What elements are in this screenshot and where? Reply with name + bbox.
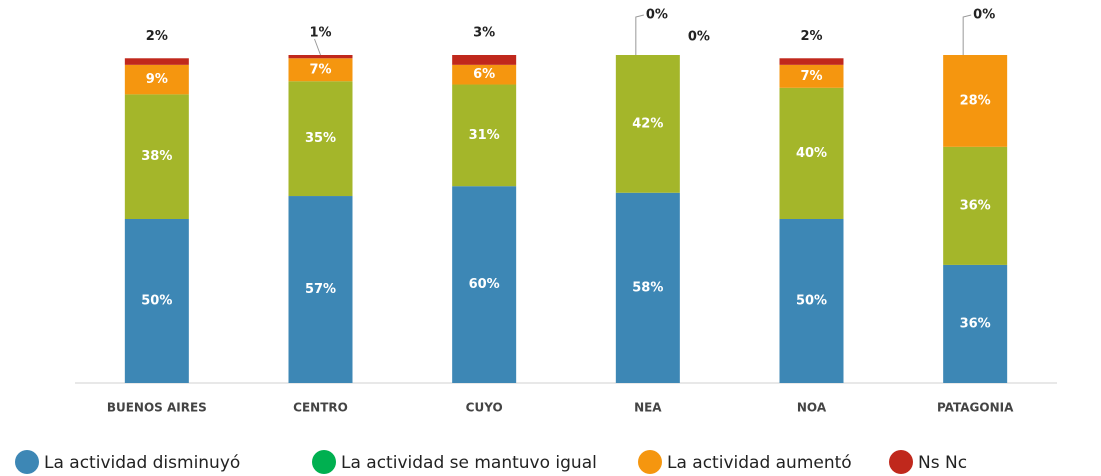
bar-segment [452,84,517,187]
bar-segment [124,94,189,219]
legend-label: La actividad se mantuvo igual [341,453,597,473]
x-tick-label: PATAGONIA [937,401,1014,415]
data-label: 58% [632,280,663,295]
data-label: 9% [146,72,168,87]
bar-segment [452,64,517,85]
bar-segment [124,219,189,383]
bar-segment [124,64,189,95]
data-label: 36% [960,198,991,213]
data-label: 0% [646,8,668,23]
data-label: 2% [146,29,168,44]
bar-segment [943,146,1008,265]
bar-segment [452,186,517,383]
data-label: 50% [141,294,172,309]
data-label: 31% [469,128,500,143]
data-label: 0% [973,8,995,23]
bar-segment [124,58,189,65]
data-label: 28% [960,93,991,108]
data-label: 2% [800,29,822,44]
legend-marker [889,450,913,474]
legend-marker [312,450,336,474]
data-label: 1% [309,26,331,41]
data-label: 50% [796,294,827,309]
leader-line [962,14,972,55]
x-tick-label: NEA [634,401,662,415]
data-label: 7% [309,62,331,77]
leader-line [314,38,321,56]
data-label: 35% [305,131,336,146]
data-label: 3% [473,26,495,41]
bar-segment [943,264,1008,383]
data-label: 60% [469,277,500,292]
bar-segment [288,196,353,383]
data-label: 38% [141,149,172,164]
data-label: 42% [632,116,663,131]
legend-label: La actividad disminuyó [44,453,240,473]
legend-marker [15,450,39,474]
bar-segment [779,87,844,219]
data-label: 7% [800,69,822,84]
x-tick-label: CUYO [466,401,503,415]
legend-label: Ns Nc [918,453,967,473]
x-tick-label: CENTRO [293,401,348,415]
bar-segment [288,58,353,82]
data-label: 40% [796,146,827,161]
data-label: 36% [960,316,991,331]
bar-segment [452,55,517,65]
data-label: 6% [473,67,495,82]
bar-segment [615,192,680,383]
data-label: 0% [688,30,710,45]
bar-segment [288,81,353,197]
x-tick-label: BUENOS AIRES [107,401,207,415]
data-label: 57% [305,282,336,297]
bar-segment [779,219,844,383]
bar-segment [943,55,1008,147]
legend-label: La actividad aumentó [667,453,852,473]
leader-line [635,14,644,55]
bar-segment [288,55,353,59]
legend-marker [638,450,662,474]
bar-segment [779,64,844,88]
bar-segment [779,58,844,65]
x-tick-label: NOA [797,401,827,415]
bar-segment [615,55,680,193]
